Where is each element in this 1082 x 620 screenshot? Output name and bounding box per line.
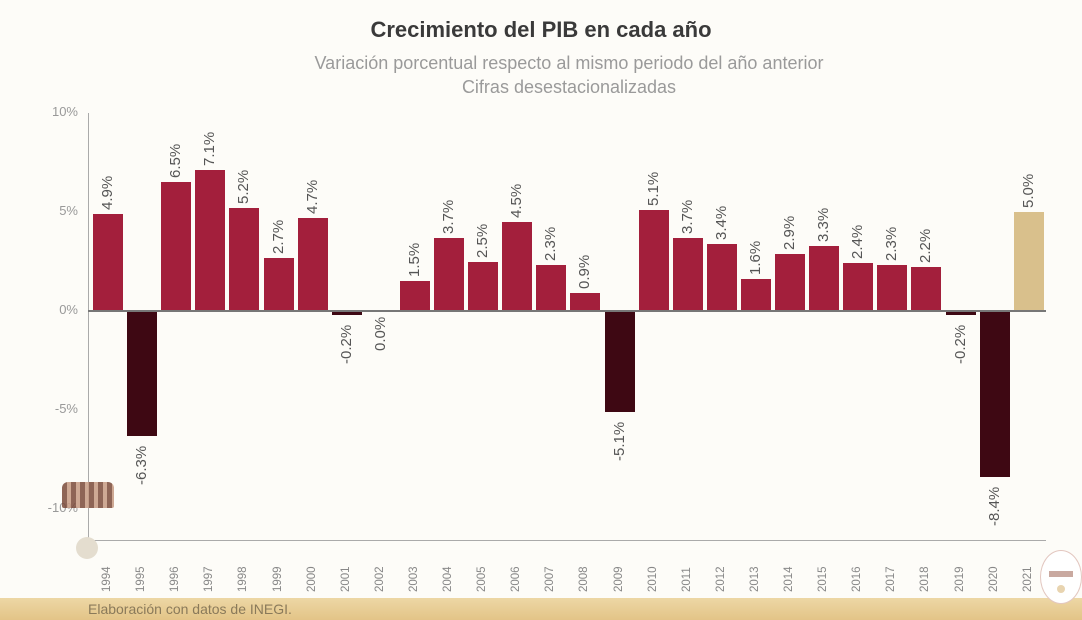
x-tick-label: 2015 [817, 566, 830, 592]
bar-2004 [434, 237, 464, 311]
bar-2011 [672, 237, 703, 311]
value-label: 2.9% [781, 215, 798, 250]
bar-2017 [877, 265, 908, 311]
x-tick-label: 2011 [680, 567, 693, 592]
bar-2008 [570, 293, 601, 311]
y-tick-0: 0% [59, 302, 78, 317]
value-label: -8.4% [985, 487, 1003, 527]
bar-2006 [502, 221, 533, 311]
value-label: -0.2% [337, 324, 355, 364]
government-logo-icon [1040, 550, 1082, 604]
chart-subtitle: Variación porcentual respecto al mismo p… [314, 53, 824, 73]
value-label: 1.5% [405, 243, 423, 278]
bar-1998 [229, 208, 260, 311]
value-label: 2.7% [269, 219, 287, 254]
value-label: 3.7% [440, 199, 457, 234]
x-tick-label: 1998 [237, 566, 250, 592]
x-tick-label: 2004 [442, 566, 454, 592]
bar-2005 [468, 261, 499, 311]
x-tick-label: 2002 [373, 566, 386, 592]
bar-2013 [740, 279, 771, 311]
value-label: 6.5% [167, 144, 185, 179]
x-tick-label: 2000 [305, 566, 318, 592]
bar-2021 [1013, 212, 1044, 311]
zero-line [88, 310, 1046, 312]
chart-subtitle-2: Cifras desestacionalizadas [461, 77, 677, 97]
value-label: 5.2% [235, 169, 253, 205]
value-label: 4.5% [508, 183, 526, 218]
value-label: 1.6% [746, 241, 764, 276]
x-tick-label: 2021 [1021, 566, 1034, 592]
x-tick-label: 2013 [748, 566, 761, 592]
value-label: 2.3% [883, 227, 901, 262]
x-tick-label: 2005 [476, 566, 489, 592]
value-label: 0.9% [576, 254, 594, 290]
value-label: 2.4% [849, 225, 867, 260]
value-label: 4.9% [99, 175, 116, 210]
x-tick-label: 1996 [169, 566, 182, 592]
value-label: 3.4% [712, 205, 730, 240]
bar-1994 [93, 213, 123, 311]
source-note: Elaboración con datos de INEGI. [88, 601, 292, 617]
x-tick-label: 2014 [783, 566, 795, 592]
bar-2014 [775, 253, 805, 311]
value-label: 2.3% [542, 227, 560, 262]
x-tick-label: 2008 [578, 566, 591, 592]
value-label: 3.7% [678, 199, 696, 234]
footer-bar: Elaboración con datos de INEGI. [0, 598, 1082, 620]
x-tick-label: 2001 [339, 566, 352, 592]
x-tick-label: 2009 [612, 566, 625, 592]
bar-1995 [127, 311, 158, 436]
value-label: 7.1% [201, 132, 219, 167]
value-label: 2.5% [474, 223, 492, 258]
x-tick-label: 2007 [544, 566, 557, 592]
bar-2009 [604, 311, 635, 412]
value-label: -5.1% [610, 421, 628, 461]
value-label: -6.3% [133, 445, 151, 485]
x-tick-label: 2016 [851, 566, 864, 592]
bar-1999 [263, 257, 294, 311]
value-label: 2.2% [917, 229, 935, 264]
x-tick-label: 2012 [714, 566, 727, 592]
x-tick-label: 1994 [101, 566, 113, 592]
chart-title: Crecimiento del PIB en cada año [370, 17, 712, 42]
bar-2020 [979, 311, 1010, 478]
y-tick-minus-5: -5% [54, 401, 78, 416]
decorative-figures-icon [62, 482, 114, 508]
x-tick-label: 2010 [646, 566, 659, 592]
value-label: 4.7% [303, 179, 321, 214]
y-tick-10: 10% [51, 104, 78, 119]
bar-2015 [809, 245, 840, 311]
x-axis-bottom [88, 540, 1046, 541]
bar-2003 [399, 281, 430, 311]
x-tick-label: 1997 [203, 566, 216, 592]
value-label: 3.3% [815, 207, 833, 242]
bar-2007 [536, 265, 567, 311]
x-tick-label: 1995 [135, 566, 148, 592]
bar-2000 [297, 217, 328, 311]
x-tick-label: 2019 [953, 566, 966, 592]
value-label: 5.0% [1019, 173, 1037, 208]
bar-1996 [161, 182, 192, 311]
bar-2016 [843, 263, 874, 311]
x-tick-label: 2020 [987, 566, 1000, 592]
bar-2012 [706, 243, 737, 311]
x-tick-label: 2018 [919, 566, 932, 592]
x-tick-label: 2006 [510, 566, 523, 592]
value-label: -0.2% [951, 324, 969, 364]
x-tick-label: 2017 [885, 566, 898, 592]
bar-2010 [638, 210, 669, 311]
decorative-circle-icon [76, 537, 98, 559]
bar-1997 [195, 170, 226, 311]
bar-2019 [945, 311, 976, 315]
bar-2001 [331, 311, 362, 315]
y-tick-5: 5% [59, 203, 78, 218]
x-tick-label: 2003 [407, 566, 420, 592]
x-tick-label: 1999 [271, 566, 284, 592]
y-axis [88, 113, 89, 541]
value-label: 0.0% [371, 317, 389, 352]
value-label: 5.1% [644, 171, 662, 207]
bar-2018 [911, 267, 942, 311]
